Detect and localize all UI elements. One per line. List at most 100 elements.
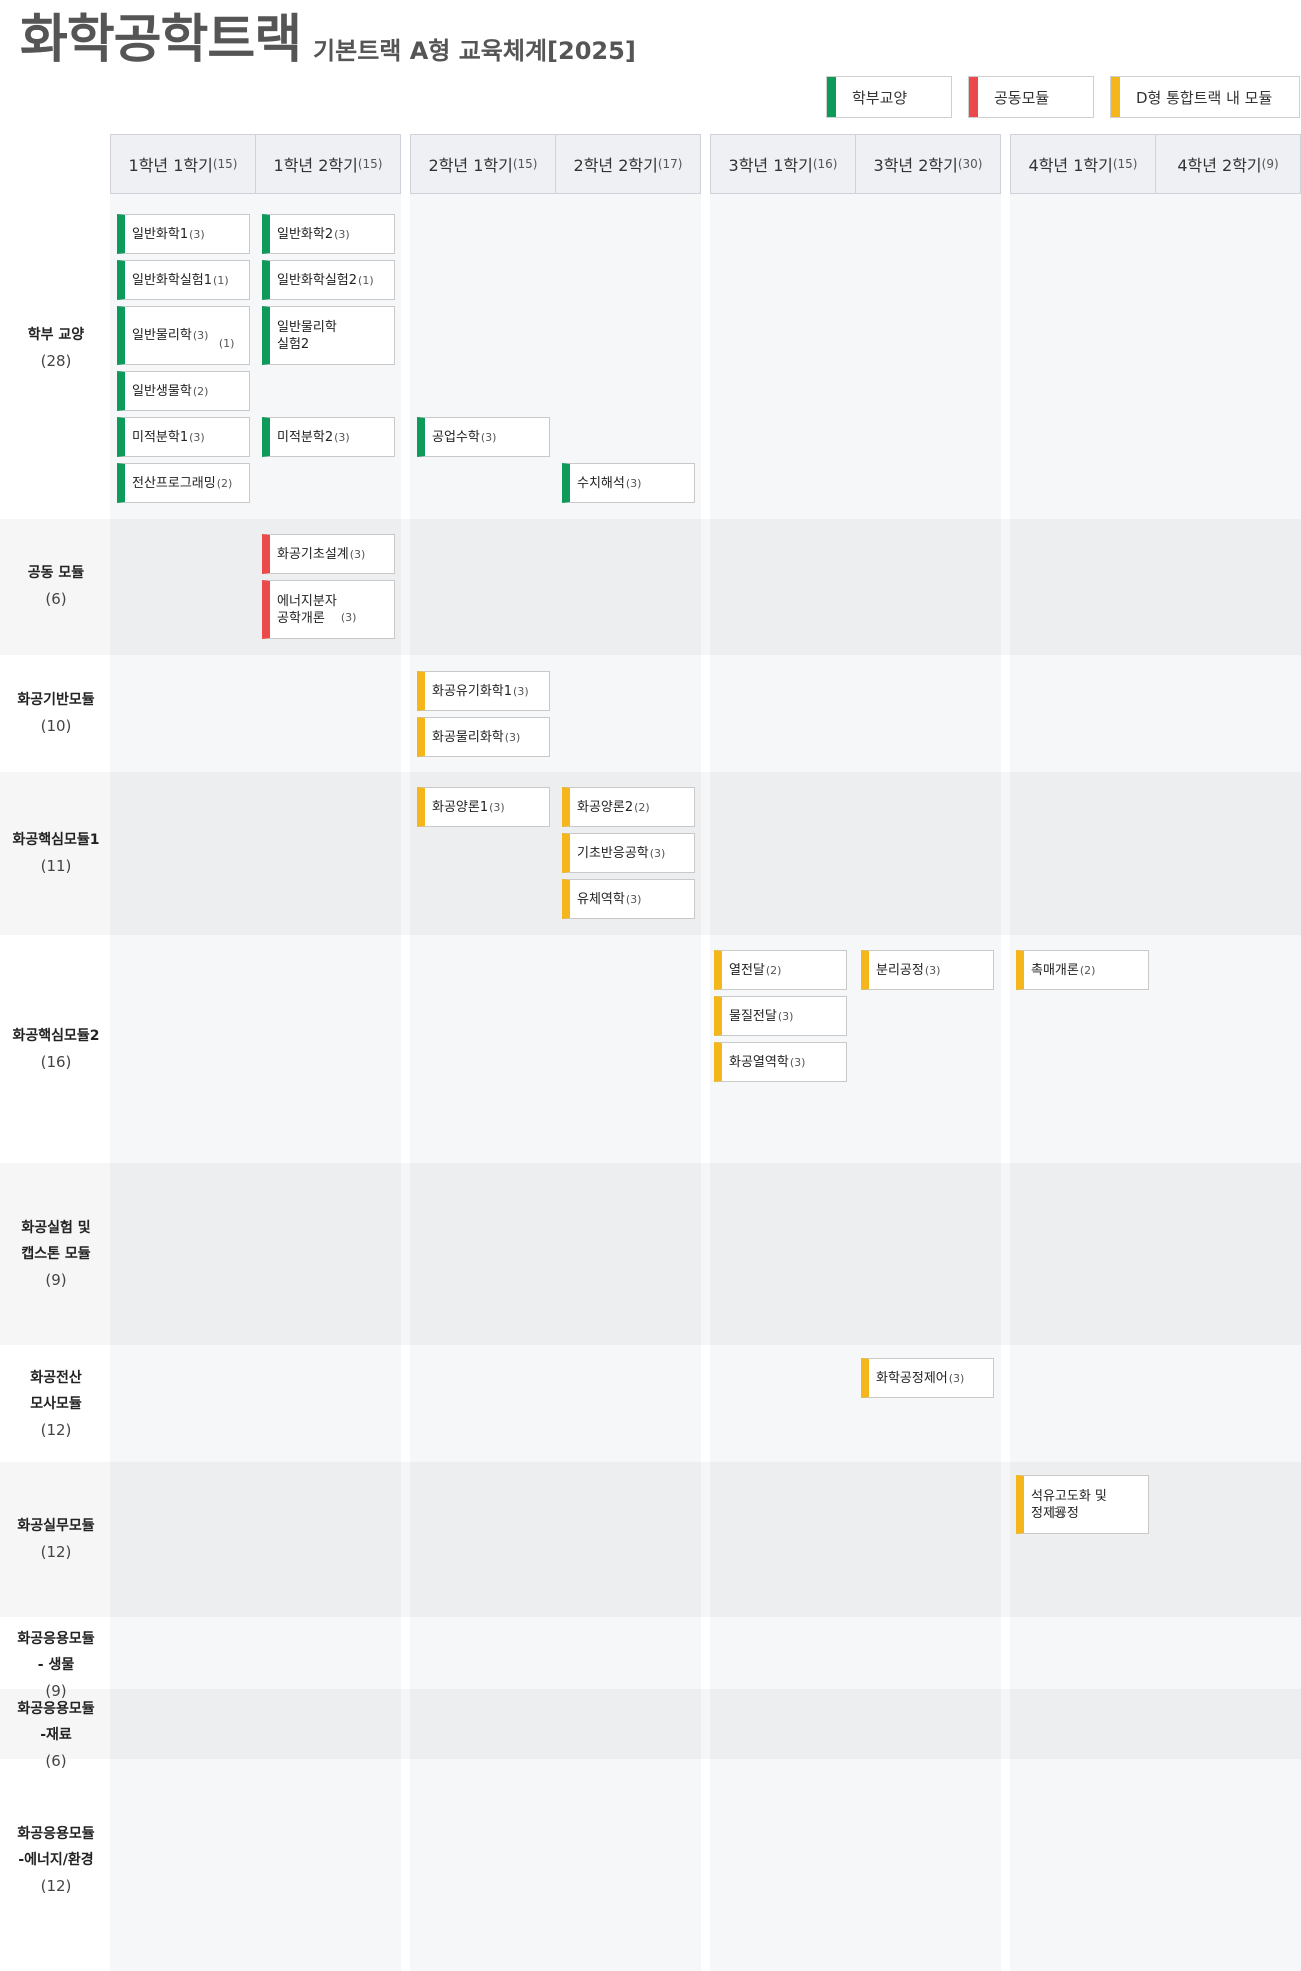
semester-label: 2학년 1학기: [428, 156, 513, 175]
row-name: 화공응용모듈 -에너지/환경: [17, 1826, 95, 1868]
course-card[interactable]: 공업수학 (3): [417, 417, 550, 457]
semester-header: 2학년 2학기 (17): [555, 134, 701, 194]
row-credits: (11): [40, 857, 72, 875]
course-credits: (3): [192, 329, 209, 342]
semester-header: 1학년 2학기 (15): [255, 134, 401, 194]
course-card[interactable]: 에너지분자 공학개론 (3): [262, 580, 395, 639]
course-name: 미적분학1: [132, 429, 189, 445]
semester-credits: (17): [657, 157, 683, 171]
course-card[interactable]: 화학공정제어 (3): [861, 1358, 994, 1398]
course-card[interactable]: 수치해석 (3): [562, 463, 695, 503]
course-name: 화공기초설계: [277, 546, 349, 562]
course-credits: (2): [634, 800, 650, 814]
legend-swatch: [1111, 77, 1120, 117]
course-credits: (3): [480, 430, 497, 444]
year-column-4: [1010, 134, 1301, 1971]
row-credits: (16): [40, 1053, 72, 1071]
row-name: 화공전산 모사모듈: [30, 1370, 82, 1412]
row-band: [0, 1689, 1301, 1759]
course-name: 화공양론2: [577, 799, 634, 815]
course-card[interactable]: 일반화학2 (3): [262, 214, 395, 254]
row-credits: (9): [45, 1271, 67, 1289]
row-label: 화공핵심모듈1 (11): [0, 827, 112, 879]
course-name: 일반화학실험1: [132, 272, 213, 288]
course-card[interactable]: 물질전달 (3): [714, 996, 847, 1036]
row-name: 학부 교양: [27, 327, 85, 343]
legend-label: D형 통합트랙 내 모듈: [1136, 88, 1273, 107]
legend-label: 공동모듈: [994, 88, 1050, 107]
course-card[interactable]: 일반화학1 (3): [117, 214, 250, 254]
course-name: 일반생물학: [132, 383, 192, 399]
legend-item-liberal: 학부교양: [826, 76, 952, 118]
course-card[interactable]: 화공물리화학 (3): [417, 717, 550, 757]
course-name: 열전달: [729, 962, 765, 978]
row-name: 화공핵심모듈2: [12, 1028, 100, 1044]
row-label: 학부 교양 (28): [0, 322, 112, 374]
semester-credits: (16): [812, 157, 838, 171]
course-card[interactable]: 화공기초설계 (3): [262, 534, 395, 574]
course-card[interactable]: 일반물리학 (3): [117, 306, 250, 365]
row-name: 공동 모듈: [27, 565, 85, 581]
semester-credits: (15): [212, 157, 238, 171]
row-credits: (12): [40, 1877, 72, 1895]
course-name: 분리공정: [876, 962, 924, 978]
semester-label: 2학년 2학기: [573, 156, 658, 175]
course-name: 화학공정제어: [876, 1370, 948, 1386]
semester-header: 4학년 1학기 (15): [1010, 134, 1156, 194]
course-name: 화공열역학: [729, 1054, 789, 1070]
row-credits: (6): [45, 590, 67, 608]
course-card[interactable]: 화공열역학 (3): [714, 1042, 847, 1082]
course-credits: (3): [649, 846, 666, 860]
page-subtitle: 기본트랙 A형 교육체계[2025]: [313, 37, 636, 65]
course-credits: (3): [789, 1055, 806, 1069]
semester-credits: (15): [357, 157, 383, 171]
course-credits: (2): [216, 476, 233, 490]
legend-swatch: [827, 77, 836, 117]
semester-header: 3학년 2학기 (30): [855, 134, 1001, 194]
course-credits: (3): [334, 227, 350, 241]
course-card[interactable]: 일반화학실험2 (1): [262, 260, 395, 300]
row-credits: (9): [45, 1682, 67, 1700]
course-card[interactable]: 미적분학1 (3): [117, 417, 250, 457]
course-credits: (3): [948, 1371, 965, 1385]
course-card[interactable]: 일반생물학 (2): [117, 371, 250, 411]
row-name: 화공핵심모듈1: [12, 832, 100, 848]
course-name: 화공유기화학1: [432, 683, 513, 699]
course-credits: (3): [340, 611, 357, 624]
course-name: 석유고도화 및 정제공정: [1031, 1488, 1107, 1521]
row-band: [0, 519, 1301, 655]
row-credits: (28): [40, 352, 72, 370]
course-card[interactable]: 석유고도화 및 정제공정 (3): [1016, 1475, 1149, 1534]
course-card[interactable]: 전산프로그래밍 (2): [117, 463, 250, 503]
course-name: 공업수학: [432, 429, 480, 445]
legend-item-common: 공동모듈: [968, 76, 1094, 118]
course-card[interactable]: 유체역학 (3): [562, 879, 695, 919]
course-card[interactable]: 촉매개론 (2): [1016, 950, 1149, 990]
course-name: 에너지분자 공학개론: [277, 593, 337, 626]
course-card[interactable]: 화공유기화학1 (3): [417, 671, 550, 711]
row-credits: (12): [40, 1421, 72, 1439]
semester-header: 1학년 1학기 (15): [110, 134, 256, 194]
semester-header: 3학년 1학기 (16): [710, 134, 856, 194]
row-label: 공동 모듈 (6): [0, 560, 112, 612]
course-credits: (3): [1048, 1506, 1065, 1519]
course-card[interactable]: 화공양론2 (2): [562, 787, 695, 827]
semester-label: 3학년 1학기: [728, 156, 813, 175]
course-card[interactable]: 열전달 (2): [714, 950, 847, 990]
course-card[interactable]: 일반화학실험1 (1): [117, 260, 250, 300]
row-credits: (10): [40, 717, 72, 735]
course-card[interactable]: 미적분학2 (3): [262, 417, 395, 457]
course-credits: (2): [192, 384, 209, 398]
course-card[interactable]: 일반물리학 실험2 (1): [219, 306, 395, 365]
course-credits: (3): [513, 684, 529, 698]
course-card[interactable]: 기초반응공학 (3): [562, 833, 695, 873]
row-band: [0, 1163, 1301, 1345]
course-credits: (1): [213, 273, 229, 287]
course-card[interactable]: 분리공정 (3): [861, 950, 994, 990]
page-title: 화학공학트랙: [20, 10, 302, 70]
course-card[interactable]: 화공양론1 (3): [417, 787, 550, 827]
course-name: 수치해석: [577, 475, 625, 491]
semester-label: 1학년 1학기: [128, 156, 213, 175]
course-name: 기초반응공학: [577, 845, 649, 861]
semester-label: 4학년 1학기: [1028, 156, 1113, 175]
